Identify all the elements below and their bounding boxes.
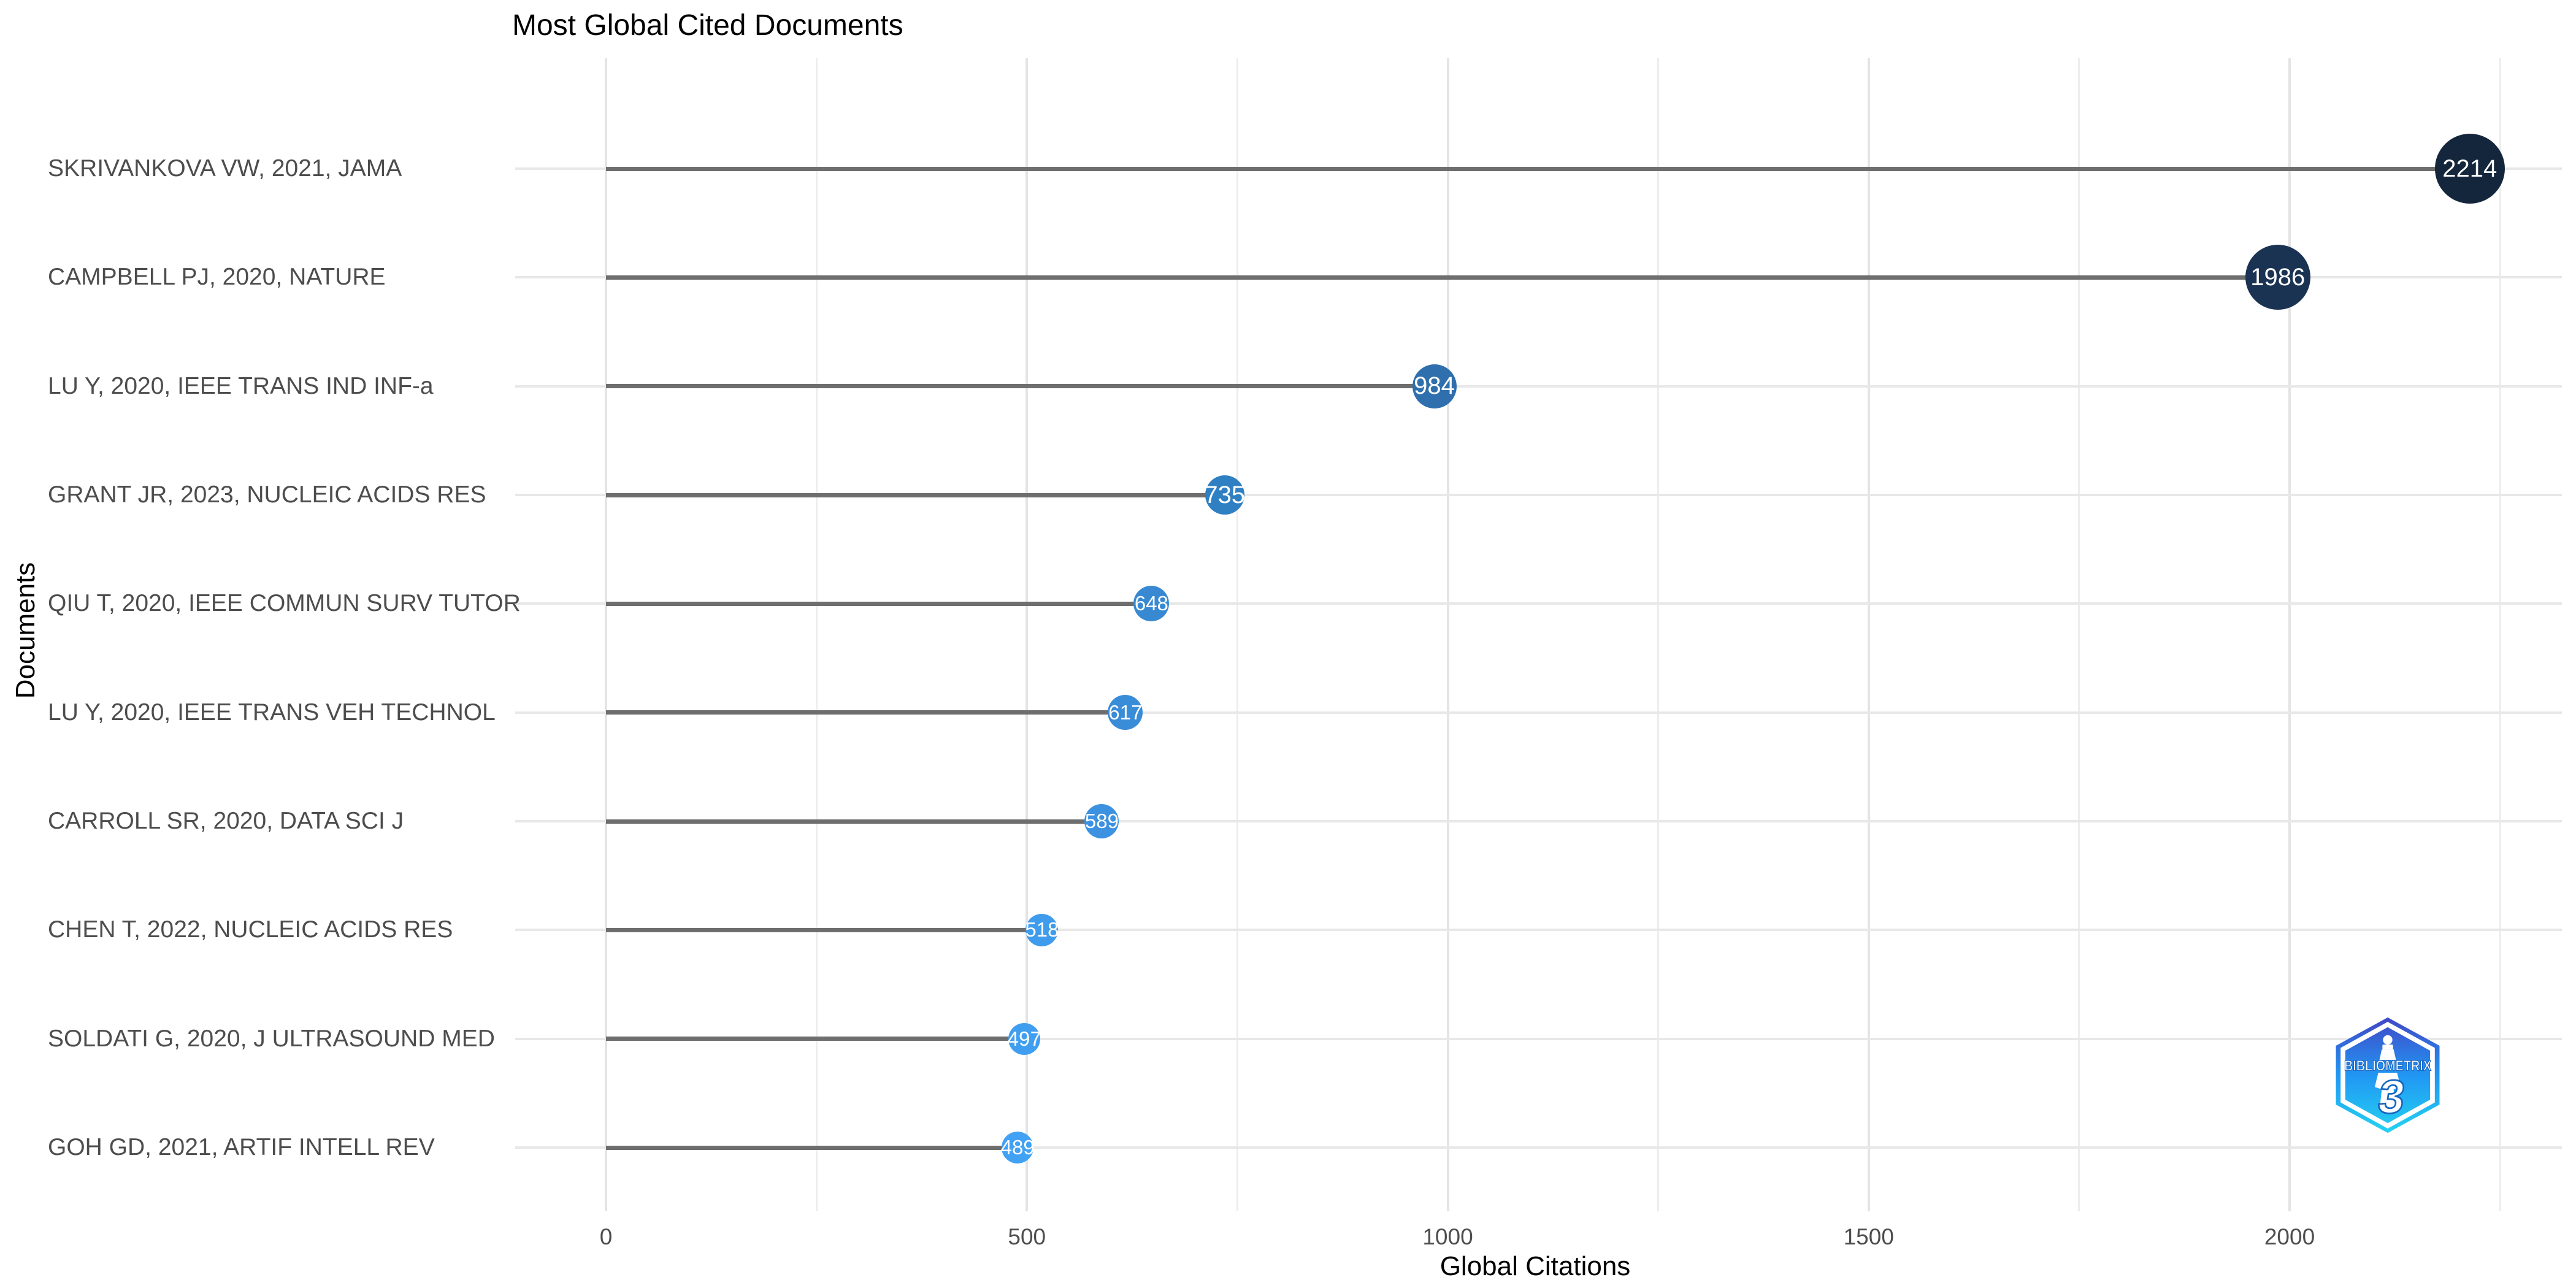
x-tick-label: 1500 [1843, 1224, 1894, 1249]
x-tick-label: 2000 [2264, 1224, 2315, 1249]
citation-count: 2214 [2442, 155, 2497, 182]
lollipop-stick [606, 819, 1102, 824]
x-tick-label: 0 [599, 1224, 613, 1249]
lollipop-stick [606, 1145, 1018, 1150]
row-gridline [515, 602, 2562, 605]
gridline-major [605, 58, 607, 1211]
citation-count: 984 [1414, 372, 1455, 400]
gridline-minor [1657, 58, 1660, 1211]
row-gridline [515, 820, 2562, 823]
gridline-minor [2078, 58, 2080, 1211]
row-gridline [515, 711, 2562, 714]
lollipop-stick [606, 275, 2278, 280]
lollipop-stick [606, 166, 2470, 171]
citation-dot[interactable]: 589 [1084, 804, 1119, 839]
lollipop-stick [606, 710, 1125, 715]
lollipop-stick [606, 493, 1225, 497]
chart-title: Most Global Cited Documents [512, 9, 903, 42]
gridline-minor [1236, 58, 1238, 1211]
lollipop-stick [606, 384, 1435, 389]
document-label: QIU T, 2020, IEEE COMMUN SURV TUTOR [48, 590, 521, 617]
citation-count: 489 [1000, 1136, 1035, 1159]
citation-dot[interactable]: 497 [1007, 1022, 1041, 1055]
document-label: LU Y, 2020, IEEE TRANS IND INF-a [48, 372, 434, 399]
gridline-major [1446, 58, 1449, 1211]
citation-dot[interactable]: 617 [1108, 695, 1143, 730]
lollipop-stick [606, 927, 1042, 932]
document-label: CARROLL SR, 2020, DATA SCI J [48, 808, 404, 835]
document-label: LU Y, 2020, IEEE TRANS VEH TECHNOL [48, 699, 496, 726]
row-gridline [515, 1037, 2562, 1040]
document-label: SKRIVANKOVA VW, 2021, JAMA [48, 155, 402, 182]
citation-count: 518 [1025, 918, 1059, 941]
document-label: SOLDATI G, 2020, J ULTRASOUND MED [48, 1025, 495, 1052]
citation-dot[interactable]: 984 [1412, 364, 1457, 408]
document-label: CHEN T, 2022, NUCLEIC ACIDS RES [48, 916, 453, 943]
x-tick-label: 1000 [1422, 1224, 1473, 1249]
bibliometrix-logo-icon: BIBLIOMETRIX 3 [2336, 1017, 2440, 1133]
row-gridline [515, 1146, 2562, 1149]
citation-dot[interactable]: 2214 [2434, 134, 2505, 204]
row-gridline [515, 385, 2562, 388]
gridline-major [2288, 58, 2291, 1211]
gridline-major [1867, 58, 1870, 1211]
x-axis-title: Global Citations [1439, 1251, 1631, 1281]
gridline-minor [2499, 58, 2501, 1211]
citation-dot[interactable]: 1986 [2245, 245, 2310, 310]
citation-dot[interactable]: 489 [1000, 1132, 1035, 1164]
citation-count: 497 [1007, 1027, 1041, 1050]
gridline-minor [815, 58, 818, 1211]
citation-dot[interactable]: 648 [1133, 586, 1170, 622]
citation-count: 735 [1204, 481, 1246, 508]
citation-count: 617 [1108, 700, 1143, 724]
citation-dot[interactable]: 518 [1025, 913, 1059, 946]
document-label: GRANT JR, 2023, NUCLEIC ACIDS RES [48, 481, 486, 508]
citation-dot[interactable]: 735 [1204, 475, 1246, 515]
row-gridline [515, 929, 2562, 932]
lollipop-stick [606, 1037, 1025, 1041]
citation-count: 1986 [2250, 263, 2306, 291]
citation-count: 589 [1084, 810, 1119, 833]
y-axis-title: Documents [10, 562, 40, 699]
x-tick-label: 500 [1008, 1224, 1046, 1249]
row-gridline [515, 494, 2562, 497]
logo-wordmark: BIBLIOMETRIX [2344, 1057, 2431, 1074]
gridline-major [1025, 58, 1029, 1211]
document-label: CAMPBELL PJ, 2020, NATURE [48, 264, 386, 291]
citation-count: 648 [1134, 592, 1168, 615]
document-label: GOH GD, 2021, ARTIF INTELL REV [48, 1134, 435, 1161]
lollipop-stick [606, 601, 1152, 606]
